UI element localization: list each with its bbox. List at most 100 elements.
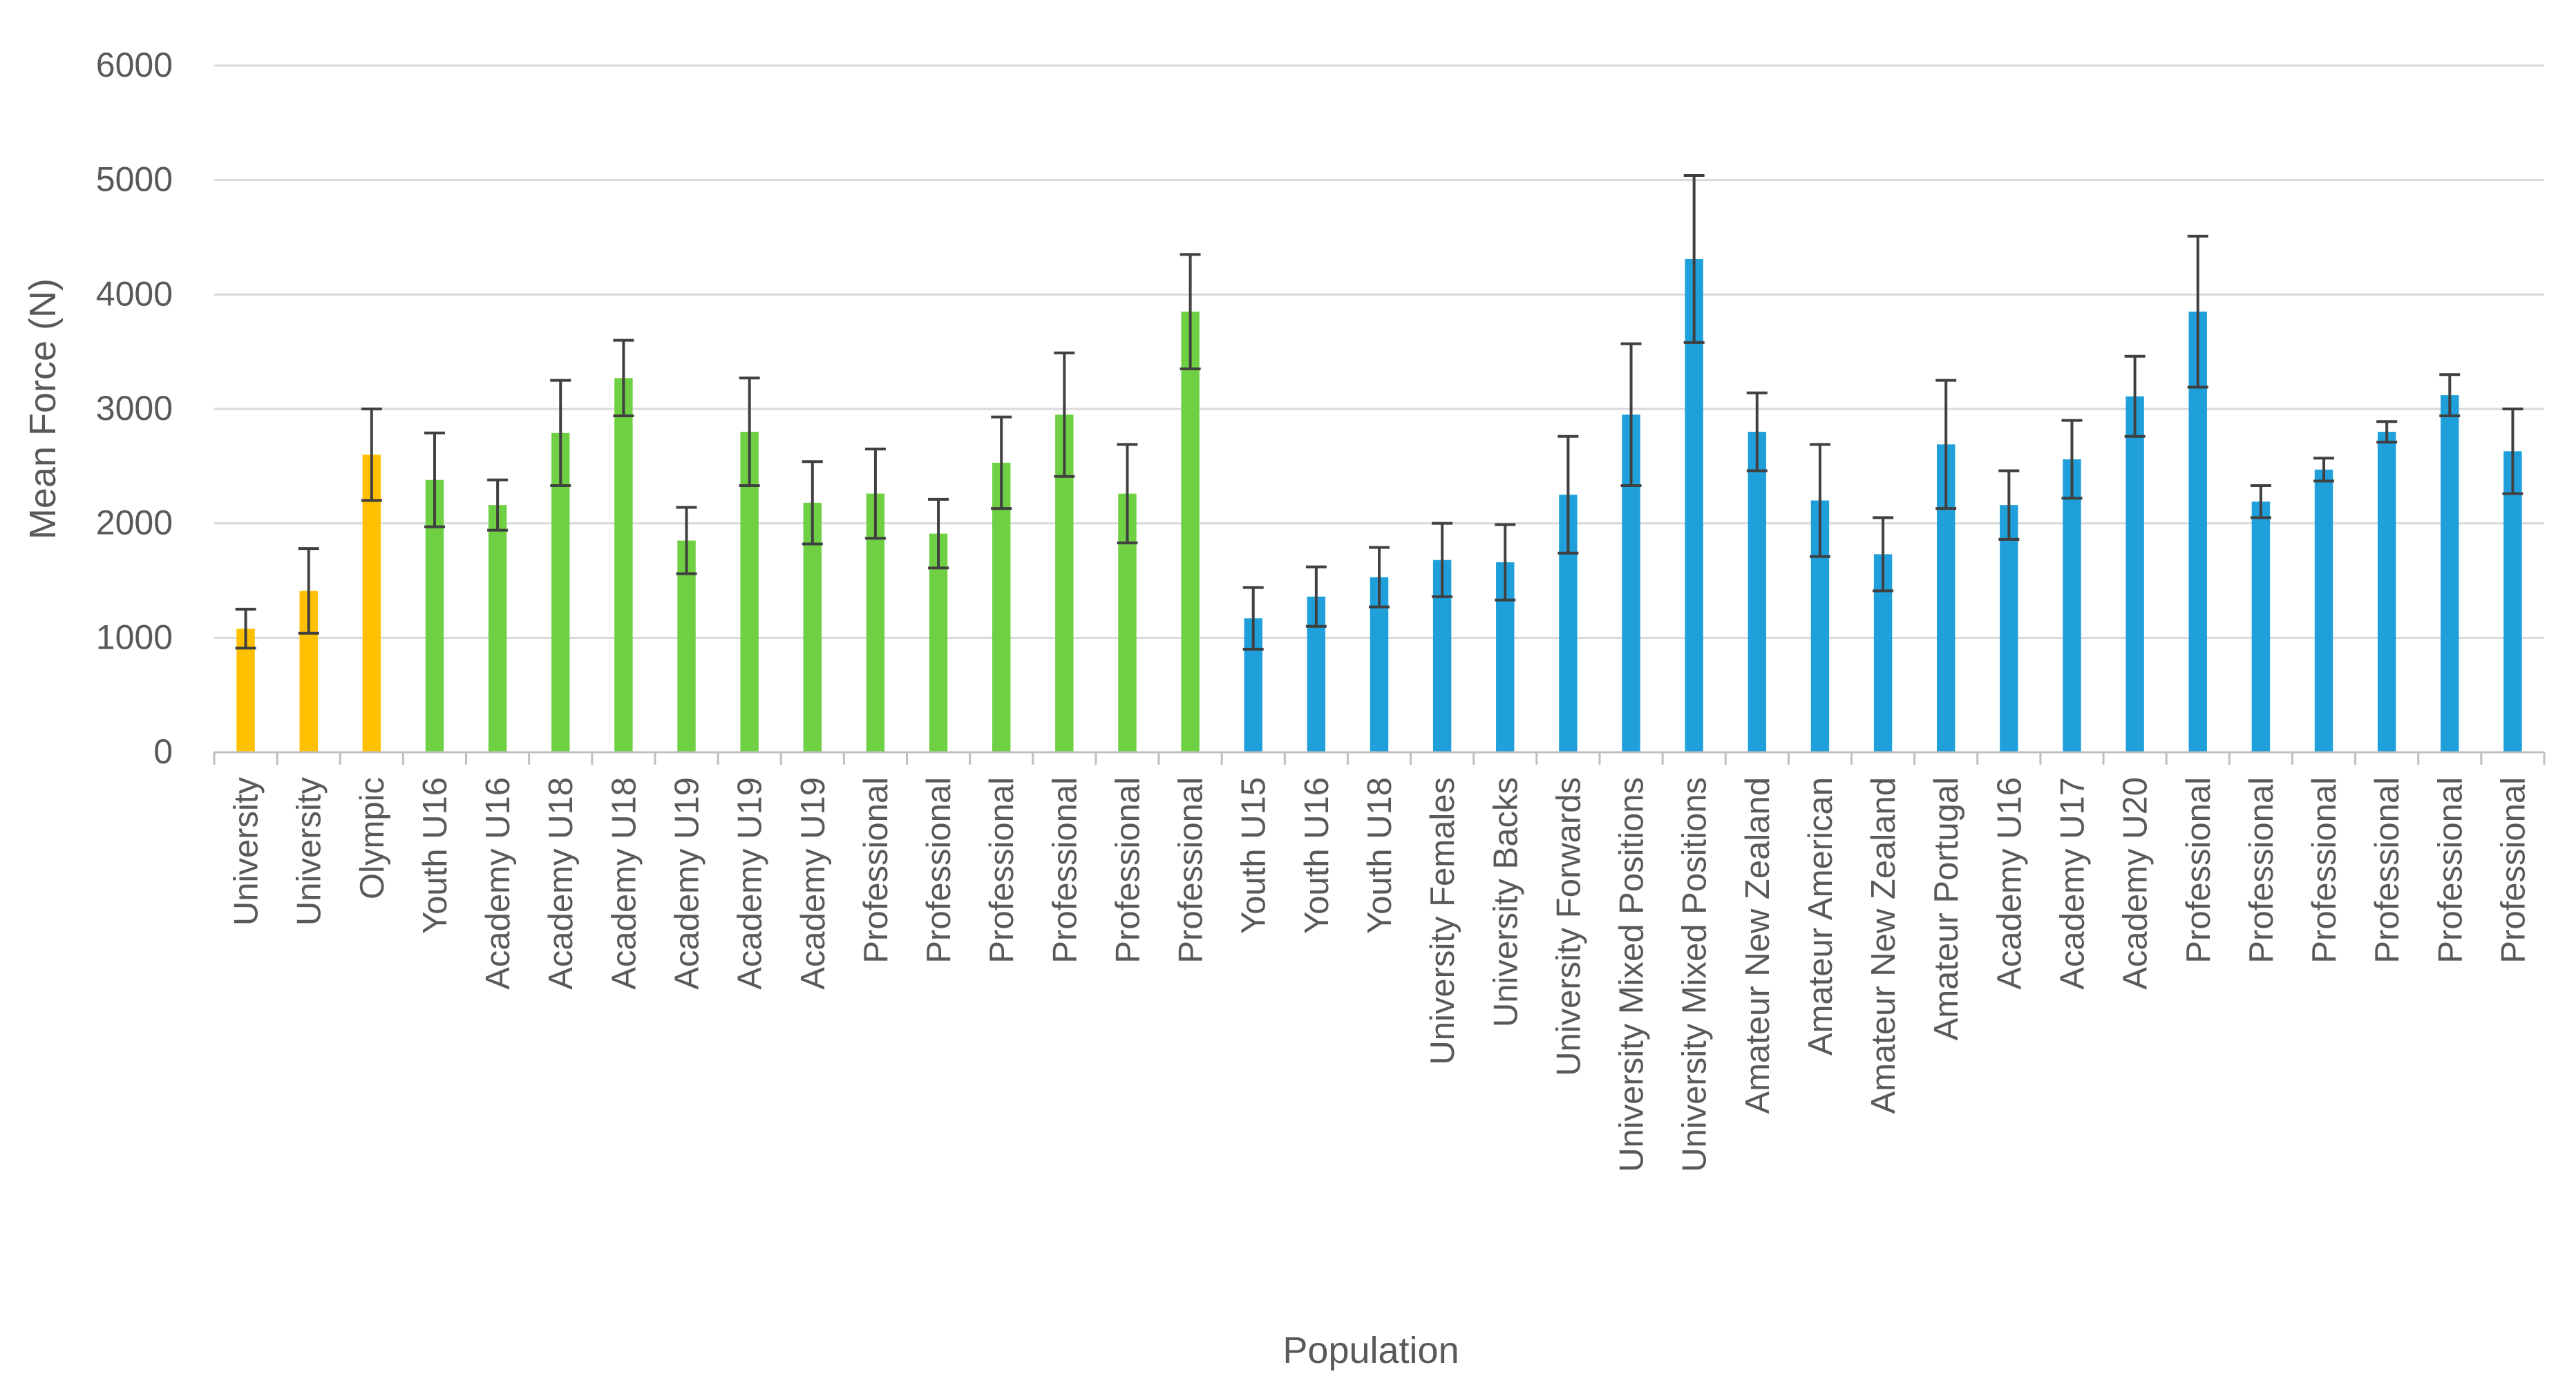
bar: [929, 533, 948, 752]
y-tick-label: 2000: [96, 504, 173, 542]
error-bar: [1242, 586, 1264, 651]
error-bar: [928, 497, 949, 570]
x-tick-label: Professional: [858, 777, 895, 964]
x-tick-label: Professional: [1173, 777, 1210, 964]
bar: [2503, 451, 2522, 752]
x-tick-label: Professional: [2306, 777, 2343, 964]
gridlines: [214, 64, 2544, 639]
bar: [677, 540, 696, 752]
x-tick-label: University Forwards: [1550, 777, 1587, 1076]
error-bars: [235, 174, 2523, 651]
x-tick-label: Academy U16: [1991, 777, 2028, 990]
x-tick-label: Professional: [1109, 777, 1146, 964]
error-bar: [361, 408, 382, 502]
x-tick-label: Amateur New Zealand: [1865, 777, 1902, 1114]
x-tick-label: Professional: [1046, 777, 1083, 964]
y-tick-labels: 0 1000 2000 3000 4000 5000 6000: [96, 46, 173, 771]
error-bar: [2250, 484, 2271, 519]
bar: [614, 378, 633, 752]
y-tick-label: 0: [153, 732, 173, 771]
x-tick-label: Academy U18: [542, 777, 580, 990]
error-bar: [1369, 546, 1390, 609]
x-tick-label: Professional: [2432, 777, 2469, 964]
bar: [362, 455, 381, 752]
error-bar: [1809, 443, 1830, 558]
x-tick-label: Youth U15: [1235, 777, 1273, 934]
y-tick-label: 5000: [96, 160, 173, 199]
error-bar: [1432, 522, 1453, 598]
bar: [2314, 469, 2333, 752]
error-bar: [2061, 419, 2083, 500]
x-tick-label: Youth U16: [1298, 777, 1336, 934]
x-tick-label: University Mixed Positions: [1676, 777, 1714, 1172]
error-bar: [676, 506, 697, 575]
x-tick-label: Olympic: [354, 777, 391, 899]
y-tick-label: 4000: [96, 274, 173, 313]
error-bar: [739, 376, 760, 487]
x-tick-label: University Mixed Positions: [1613, 777, 1651, 1172]
x-tick-label: Professional: [983, 777, 1021, 964]
x-tick-label: Youth U16: [417, 777, 454, 934]
x-tick-label: Academy U20: [2117, 777, 2154, 990]
error-bar: [1557, 434, 1579, 555]
error-bar: [1117, 443, 1138, 544]
error-bar: [1935, 379, 1957, 510]
error-bar: [2313, 457, 2335, 483]
x-tick-label: Academy U16: [480, 777, 517, 990]
y-tick-label: 3000: [96, 389, 173, 428]
x-tick-label: Academy U19: [795, 777, 832, 990]
x-tick-label: Academy U19: [732, 777, 769, 990]
bar: [2377, 432, 2396, 752]
error-bar: [1180, 253, 1201, 371]
x-tick-label: University: [228, 777, 265, 926]
x-tick-label: Youth U18: [1361, 777, 1399, 934]
error-bar: [1873, 516, 1894, 593]
x-tick-label: Academy U17: [2054, 777, 2091, 990]
error-bar: [1998, 469, 2020, 541]
x-tick-label: Academy U19: [669, 777, 706, 990]
x-tick-label: University Females: [1424, 777, 1461, 1065]
error-bar: [2124, 354, 2146, 438]
x-tick-label: Professional: [920, 777, 958, 964]
y-axis-title: Mean Force (N): [22, 278, 64, 539]
error-bar: [2187, 234, 2208, 389]
bar: [2063, 459, 2081, 752]
error-bar: [1495, 523, 1516, 602]
x-tick-label: Professional: [2180, 777, 2217, 964]
x-tick-label: Amateur American: [1802, 777, 1839, 1056]
x-tick-label: Amateur Portugal: [1928, 777, 1965, 1040]
error-bar: [2502, 408, 2523, 495]
bars: [236, 258, 2522, 752]
error-bar: [1746, 391, 1768, 472]
error-bar: [802, 460, 823, 546]
x-tick-labels: University University Olympic Youth U16 Acad…: [228, 777, 2532, 1172]
error-bar: [298, 547, 319, 635]
error-bar: [2439, 373, 2461, 417]
error-bar: [1305, 565, 1327, 628]
error-bar: [235, 607, 256, 650]
bar: [2251, 502, 2271, 752]
error-bar: [613, 338, 634, 417]
x-tick-label: Academy U18: [605, 777, 643, 990]
error-bar: [550, 379, 571, 487]
x-tick-label: Amateur New Zealand: [1739, 777, 1777, 1114]
error-bar: [2376, 420, 2398, 444]
x-tick-label: Professional: [2369, 777, 2406, 964]
error-bar: [487, 478, 509, 532]
error-bar: [1054, 351, 1075, 478]
bar: [2000, 505, 2018, 752]
bar: [1748, 432, 1767, 752]
x-tick-label: Professional: [2243, 777, 2280, 964]
bar: [992, 462, 1011, 752]
error-bar: [1620, 342, 1642, 487]
bar: [488, 505, 507, 752]
error-bar: [1683, 174, 1705, 344]
x-tick-label: University: [291, 777, 328, 926]
error-bar: [864, 447, 886, 540]
bar: [2441, 395, 2459, 752]
x-tick-label: Professional: [2494, 777, 2532, 964]
y-tick-label: 6000: [96, 46, 173, 84]
y-tick-label: 1000: [96, 618, 173, 656]
